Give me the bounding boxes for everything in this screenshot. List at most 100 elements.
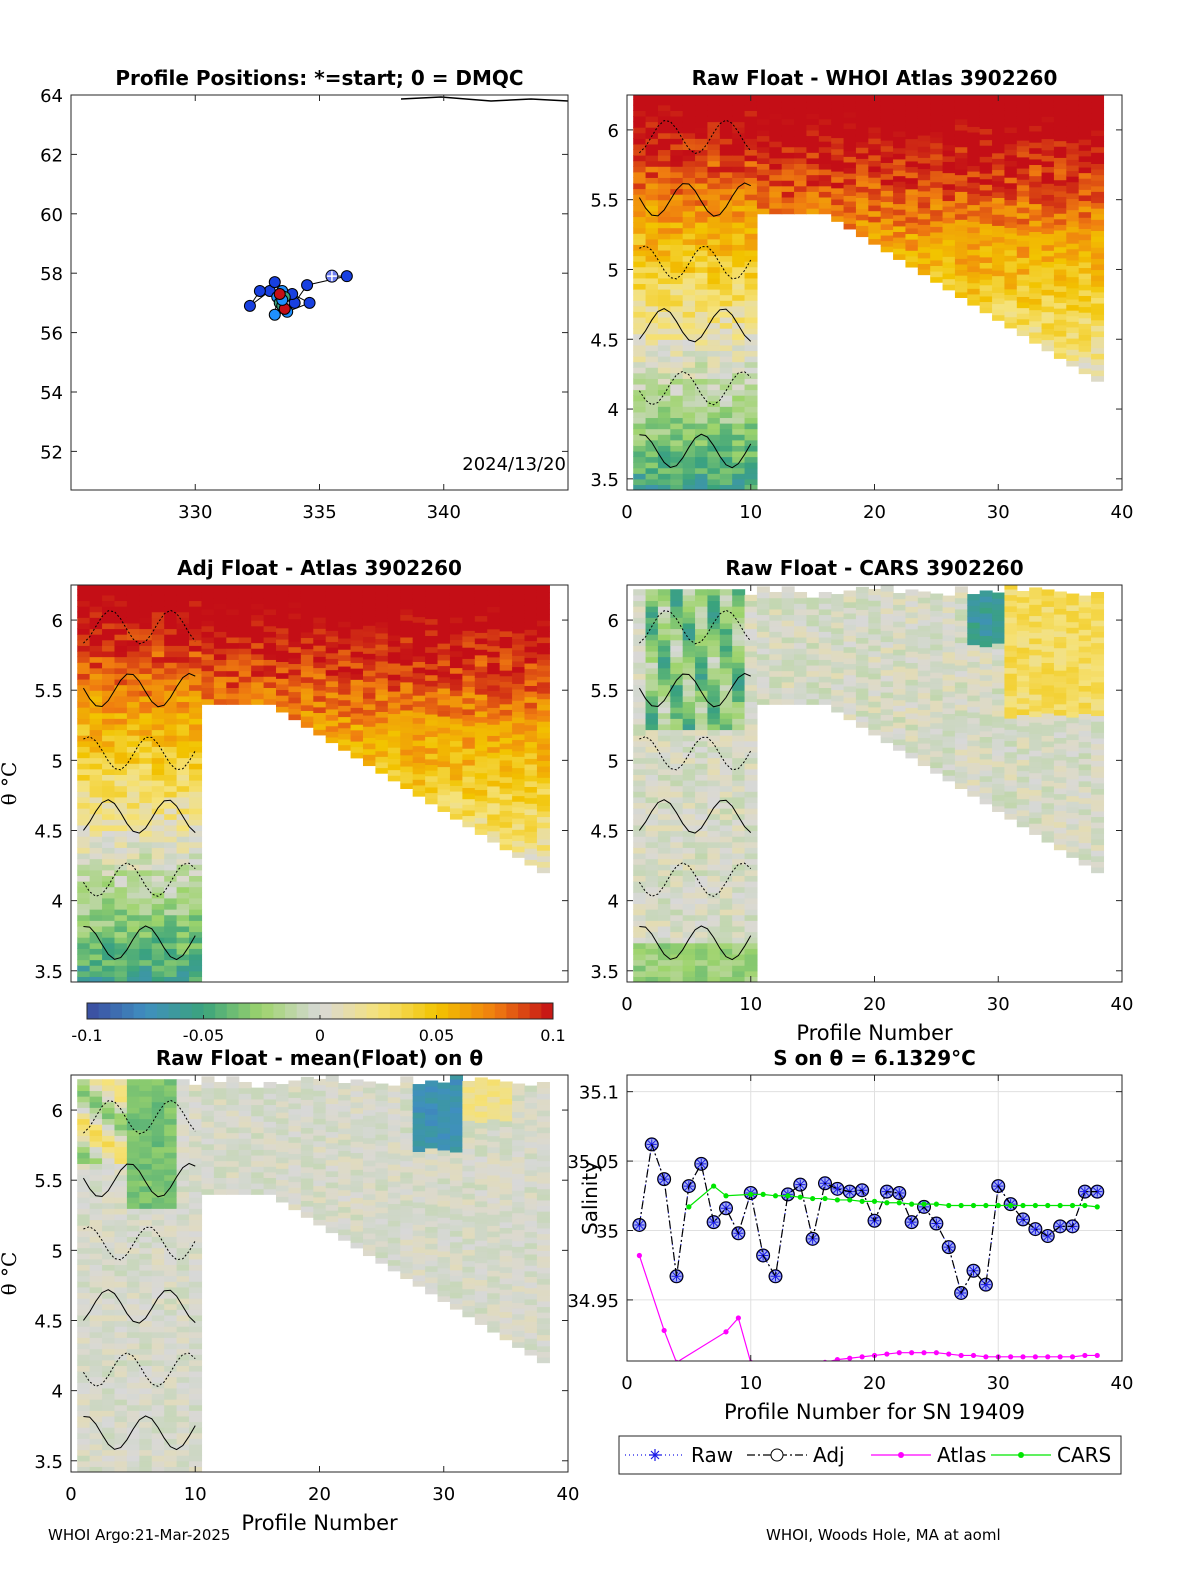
heatmap-cell [794, 96, 808, 103]
heatmap-cell [645, 445, 659, 452]
heatmap-cell [657, 199, 671, 206]
heatmap-cell [719, 600, 733, 607]
heatmap-cell [979, 652, 993, 659]
heatmap-cell [645, 914, 659, 921]
heatmap-cell [189, 622, 203, 630]
heatmap-cell [524, 713, 538, 720]
heatmap-cell [213, 670, 227, 677]
heatmap-cell [818, 202, 832, 209]
heatmap-cell [487, 690, 501, 697]
heatmap-cell [917, 95, 931, 103]
heatmap-cell [1053, 352, 1067, 359]
heatmap-cell [917, 235, 931, 242]
heatmap-cell [818, 642, 832, 649]
heatmap-cell [769, 208, 783, 215]
heatmap-cell [905, 166, 919, 173]
heatmap-cell [670, 328, 684, 335]
heatmap-cell [139, 740, 153, 747]
heatmap-cell [1066, 209, 1080, 216]
heatmap-cell [1041, 339, 1055, 346]
heatmap-cell [387, 651, 401, 658]
heatmap-cell [855, 710, 869, 717]
heatmap-cell [645, 763, 659, 770]
heatmap-cell [682, 746, 696, 753]
heatmap-cell [102, 976, 116, 982]
heatmap-cell [979, 663, 993, 670]
heatmap-cell [524, 585, 538, 591]
heatmap-cell [1029, 264, 1043, 272]
heatmap-cell [89, 585, 103, 590]
heatmap-cell [855, 158, 869, 165]
heatmap-cell [732, 115, 746, 123]
heatmap-cell [300, 609, 314, 616]
heatmap-cell [114, 751, 128, 759]
heatmap-cell [831, 638, 845, 646]
heatmap-cell [1078, 200, 1092, 207]
heatmap-cell [695, 115, 709, 123]
heatmap-cell [1016, 246, 1030, 253]
heatmap-cell [1053, 112, 1067, 119]
heatmap-cell [1016, 117, 1030, 124]
heatmap-cell [487, 679, 501, 686]
heatmap-cell [744, 953, 758, 961]
heatmap-cell [831, 661, 845, 668]
heatmap-cell [1016, 793, 1030, 800]
heatmap-cell [375, 677, 389, 684]
heatmap-cell [719, 931, 733, 938]
heatmap-cell [89, 589, 103, 596]
heatmap-cell [350, 740, 364, 748]
heatmap-cell [954, 213, 968, 220]
heatmap-cell [176, 729, 190, 736]
heatmap-cell [437, 687, 451, 695]
heatmap-cell [114, 746, 128, 753]
heatmap-cell [1029, 593, 1043, 600]
heatmap-cell [967, 706, 981, 713]
heatmap-cell [657, 802, 671, 809]
heatmap-cell [487, 718, 501, 725]
heatmap-cell [756, 163, 770, 170]
heatmap-cell [474, 778, 488, 785]
heatmap-cell [524, 775, 538, 782]
heatmap-cell [769, 676, 783, 683]
heatmap-cell [536, 698, 550, 705]
heatmap-cell [1041, 645, 1055, 652]
heatmap-cell [251, 586, 265, 593]
heatmap-cell [893, 130, 907, 138]
heatmap-cell [979, 775, 993, 782]
heatmap-cell [633, 356, 647, 363]
heatmap-cell [657, 249, 671, 257]
heatmap-cell [499, 608, 513, 615]
heatmap-cell [400, 760, 414, 767]
heatmap-cell [400, 732, 414, 739]
heatmap-cell [524, 735, 538, 743]
heatmap-cell [657, 684, 671, 691]
heatmap-cell [114, 768, 128, 775]
heatmap-cell [487, 813, 501, 821]
heatmap-cell [102, 740, 116, 747]
heatmap-cell [893, 665, 907, 673]
heatmap-cell [338, 738, 352, 746]
heatmap-cell [524, 618, 538, 625]
heatmap-cell [474, 744, 488, 751]
heatmap-cell [992, 197, 1006, 204]
heatmap-cell [1041, 322, 1055, 329]
heatmap-cell [176, 768, 190, 775]
heatmap-cell [633, 171, 647, 178]
heatmap-cell [77, 914, 91, 921]
heatmap-cell [524, 719, 538, 726]
heatmap-cell [102, 600, 116, 607]
heatmap-cell [313, 684, 327, 691]
heatmap-cell [288, 607, 302, 614]
heatmap-cell [1029, 158, 1043, 166]
heatmap-cell [164, 645, 178, 652]
heatmap-cell [707, 339, 721, 346]
heatmap-cell [670, 300, 684, 307]
heatmap-cell [1053, 642, 1067, 649]
heatmap-cell [633, 695, 647, 703]
heatmap-cell [1016, 703, 1030, 710]
heatmap-cell [657, 886, 671, 893]
heatmap-cell [1041, 825, 1055, 832]
heatmap-cell [1041, 830, 1055, 837]
heatmap-cell [843, 161, 857, 169]
heatmap-cell [633, 847, 647, 854]
